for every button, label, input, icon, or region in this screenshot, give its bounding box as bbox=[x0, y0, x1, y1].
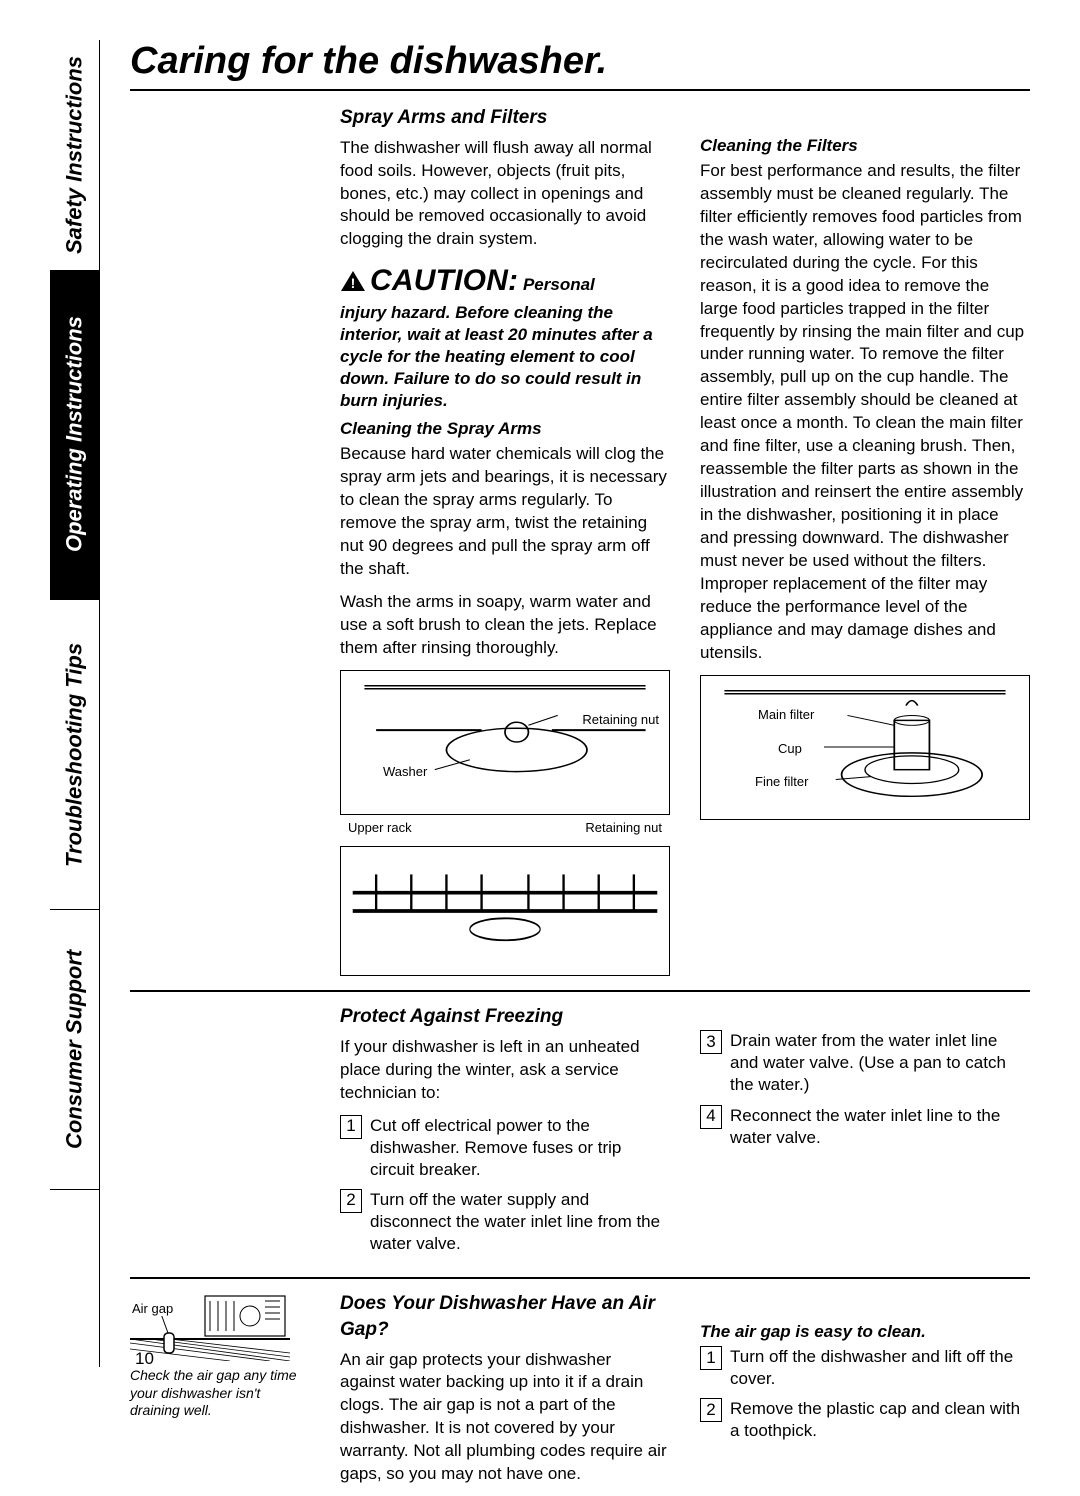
label-fine-filter: Fine filter bbox=[753, 773, 810, 791]
heading-spray: Spray Arms and Filters bbox=[340, 105, 670, 131]
step-text: Turn off the water supply and disconnect… bbox=[370, 1189, 670, 1255]
side-tabs: Safety Instructions Operating Instructio… bbox=[50, 40, 100, 1367]
figure-upper-rack bbox=[340, 846, 670, 976]
tab-consumer: Consumer Support bbox=[50, 910, 99, 1190]
airgap-p1: An air gap protects your dishwasher agai… bbox=[340, 1349, 670, 1487]
label-upper-rack: Upper rack bbox=[348, 819, 412, 837]
tab-operating: Operating Instructions bbox=[50, 270, 99, 600]
step-number: 4 bbox=[700, 1105, 722, 1129]
subhead-filters: Cleaning the Filters bbox=[700, 135, 1030, 158]
filters-p1: For best performance and results, the fi… bbox=[700, 160, 1030, 665]
step-number: 3 bbox=[700, 1030, 722, 1054]
heading-airgap: Does Your Dishwasher Have an Air Gap? bbox=[340, 1291, 670, 1342]
freeze-step-2: 2 Turn off the water supply and disconne… bbox=[340, 1189, 670, 1255]
label-washer: Washer bbox=[381, 763, 429, 781]
spray-intro: The dishwasher will flush away all norma… bbox=[340, 137, 670, 252]
step-text: Reconnect the water inlet line to the wa… bbox=[730, 1105, 1030, 1149]
label-retaining-nut-2: Retaining nut bbox=[585, 819, 662, 837]
label-airgap: Air gap bbox=[130, 1301, 175, 1316]
step-text: Cut off electrical power to the dishwash… bbox=[370, 1115, 670, 1181]
label-cup: Cup bbox=[776, 740, 804, 758]
label-main-filter: Main filter bbox=[756, 706, 816, 724]
section-airgap: Air gap Check the air gap any time your … bbox=[130, 1291, 1030, 1496]
page-title: Caring for the dishwasher. bbox=[130, 40, 1030, 91]
spray-p2: Wash the arms in soapy, warm water and u… bbox=[340, 591, 670, 660]
step-text: Remove the plastic cap and clean with a … bbox=[730, 1398, 1030, 1442]
tab-troubleshooting: Troubleshooting Tips bbox=[50, 600, 99, 910]
divider-1 bbox=[130, 990, 1030, 992]
freeze-step-1: 1 Cut off electrical power to the dishwa… bbox=[340, 1115, 670, 1181]
airgap-step-2: 2 Remove the plastic cap and clean with … bbox=[700, 1398, 1030, 1442]
airgap-caption: Check the air gap any time your dishwash… bbox=[130, 1367, 310, 1420]
subhead-airgap-clean: The air gap is easy to clean. bbox=[700, 1321, 1030, 1344]
warning-icon: ! bbox=[340, 270, 366, 299]
caution-block: ! CAUTION: Personal injury hazard. Befor… bbox=[340, 261, 670, 412]
label-retaining-nut: Retaining nut bbox=[580, 711, 661, 729]
airgap-step-1: 1 Turn off the dishwasher and lift off t… bbox=[700, 1346, 1030, 1390]
caution-tail: Personal bbox=[518, 275, 595, 294]
figure-airgap: Air gap bbox=[130, 1291, 290, 1361]
caution-word: CAUTION: bbox=[370, 264, 518, 297]
section-freezing: Protect Against Freezing If your dishwas… bbox=[130, 1004, 1030, 1263]
divider-2 bbox=[130, 1277, 1030, 1279]
freeze-step-4: 4 Reconnect the water inlet line to the … bbox=[700, 1105, 1030, 1149]
figure-filters: Main filter Cup Fine filter bbox=[700, 675, 1030, 820]
subhead-spray-arms: Cleaning the Spray Arms bbox=[340, 418, 670, 441]
step-number: 1 bbox=[700, 1346, 722, 1370]
step-number: 2 bbox=[700, 1398, 722, 1422]
step-text: Drain water from the water inlet line an… bbox=[730, 1030, 1030, 1096]
caution-body: injury hazard. Before cleaning the inter… bbox=[340, 302, 670, 412]
tab-safety: Safety Instructions bbox=[50, 40, 99, 270]
heading-freezing: Protect Against Freezing bbox=[340, 1004, 670, 1030]
page-number: 10 bbox=[135, 1349, 154, 1369]
figure-spray-arm: Retaining nut Washer bbox=[340, 670, 670, 815]
freeze-step-3: 3 Drain water from the water inlet line … bbox=[700, 1030, 1030, 1096]
section-spray-filters: Spray Arms and Filters The dishwasher wi… bbox=[130, 105, 1030, 976]
svg-text:!: ! bbox=[351, 275, 356, 291]
step-number: 1 bbox=[340, 1115, 362, 1139]
spray-p1: Because hard water chemicals will clog t… bbox=[340, 443, 670, 581]
step-text: Turn off the dishwasher and lift off the… bbox=[730, 1346, 1030, 1390]
freeze-intro: If your dishwasher is left in an unheate… bbox=[340, 1036, 670, 1105]
step-number: 2 bbox=[340, 1189, 362, 1213]
